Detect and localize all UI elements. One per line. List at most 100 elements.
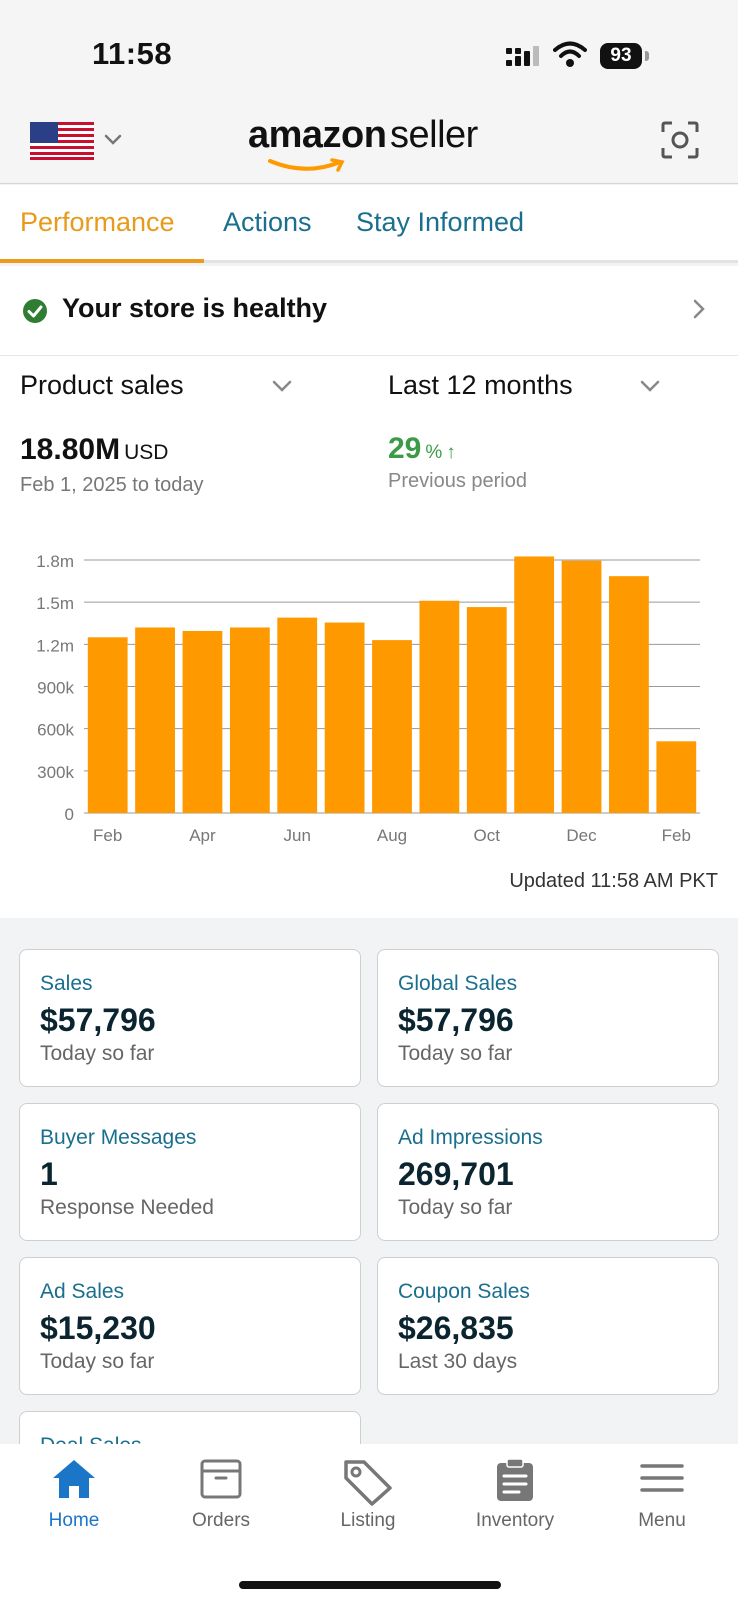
tab-performance[interactable]: Performance — [20, 207, 175, 237]
chart-bar — [229, 627, 270, 813]
nav-inventory[interactable]: Inventory — [441, 1444, 589, 1554]
sales-change-label: Previous period — [388, 470, 527, 492]
tab-actions[interactable]: Actions — [223, 207, 312, 237]
sales-total-value: 18.80M — [20, 433, 121, 466]
store-health-row[interactable]: Your store is healthy — [0, 266, 738, 356]
tile-subtitle: Last 30 days — [398, 1350, 518, 1373]
nav-listing[interactable]: Listing — [294, 1444, 442, 1554]
sales-change-value: 29 — [388, 432, 422, 465]
nav-label: Orders — [191, 1510, 251, 1531]
chart-bar — [419, 600, 460, 813]
tile-subtitle: Response Needed — [40, 1196, 214, 1219]
tile-title: Global Sales — [398, 972, 518, 995]
y-tick-label: 900k — [37, 679, 74, 698]
x-tick-label: Feb — [93, 826, 122, 845]
y-tick-label: 1.2m — [36, 636, 74, 655]
nav-orders[interactable]: Orders — [147, 1444, 295, 1554]
chart-bar — [324, 622, 365, 813]
x-tick-label: Feb — [662, 826, 691, 845]
x-tick-label: Dec — [566, 826, 597, 845]
tile-global-sales[interactable]: Global Sales $57,796 Today so far — [377, 949, 719, 1087]
y-tick-label: 1.8m — [36, 552, 74, 571]
chevron-down-icon[interactable] — [640, 380, 660, 392]
chevron-right-icon — [693, 299, 705, 319]
tile-subtitle: Today so far — [40, 1042, 155, 1065]
sales-change: 29% ↑ — [388, 432, 456, 466]
home-icon — [53, 1460, 95, 1498]
sales-currency: USD — [124, 441, 169, 464]
tile-buyer-messages[interactable]: Buyer Messages 1 Response Needed — [19, 1103, 361, 1241]
home-indicator — [239, 1581, 501, 1589]
nav-label: Inventory — [475, 1510, 555, 1531]
logo-seller-text: seller — [390, 114, 478, 156]
tile-value: 1 — [40, 1156, 58, 1192]
tile-ad-sales[interactable]: Ad Sales $15,230 Today so far — [19, 1257, 361, 1395]
tile-subtitle: Today so far — [398, 1042, 513, 1065]
period-dropdown[interactable]: Last 12 months — [388, 370, 573, 400]
y-tick-label: 0 — [65, 805, 74, 824]
amazon-smile-icon — [268, 158, 345, 172]
battery-tip — [645, 51, 649, 61]
us-flag-icon[interactable] — [30, 122, 94, 160]
sales-bar-chart: 0 300k 600k 900k 1.2m 1.5m 1.8m Feb Apr Jun Aug Oct… — [36, 552, 700, 845]
tile-subtitle: Today so far — [40, 1350, 155, 1373]
x-tick-label: Oct — [474, 826, 501, 845]
metric-dropdown[interactable]: Product sales — [20, 370, 184, 400]
x-tick-label: Apr — [189, 826, 216, 845]
box-icon — [200, 1459, 242, 1499]
chart-bar — [514, 556, 555, 813]
tile-title: Ad Impressions — [398, 1126, 543, 1149]
arrow-up-icon: ↑ — [446, 442, 456, 463]
sales-total: 18.80M USD — [20, 433, 168, 467]
menu-icon — [640, 1464, 684, 1492]
nav-menu[interactable]: Menu — [588, 1444, 736, 1554]
y-tick-label: 600k — [37, 721, 74, 740]
percent-symbol: % — [425, 442, 443, 463]
chart-bar — [277, 617, 318, 813]
signal-icon — [506, 46, 539, 66]
logo-amazon-text: amazon — [248, 114, 387, 156]
chart-bar — [372, 640, 412, 813]
updated-timestamp: Updated 11:58 AM PKT — [509, 870, 718, 892]
check-circle-icon — [23, 299, 47, 323]
tile-title: Sales — [40, 972, 93, 995]
chart-bar — [87, 637, 128, 813]
status-bar: 11:58 93 — [0, 0, 738, 100]
status-time: 11:58 — [92, 36, 173, 71]
clipboard-icon — [497, 1458, 533, 1501]
nav-home[interactable]: Home — [0, 1444, 148, 1554]
active-tab-indicator — [0, 259, 204, 263]
camera-scan-icon[interactable] — [660, 120, 700, 160]
nav-label: Menu — [638, 1510, 686, 1531]
battery-indicator: 93 — [600, 43, 642, 69]
nav-label: Home — [48, 1510, 100, 1531]
sales-date-range: Feb 1, 2025 to today — [20, 474, 204, 496]
tile-value: $57,796 — [40, 1002, 156, 1038]
bottom-nav: Home Orders Listing Inventory Menu — [0, 1444, 738, 1600]
chart-bar — [656, 741, 697, 813]
sales-panel: Product sales Last 12 months 18.80M USD F… — [0, 356, 738, 918]
chart-bar — [182, 630, 223, 813]
chart-bar — [609, 576, 649, 813]
tag-icon — [344, 1460, 392, 1506]
tile-value: $26,835 — [398, 1310, 514, 1346]
chevron-down-icon[interactable] — [272, 380, 292, 392]
x-tick-label: Jun — [284, 826, 311, 845]
tab-stay-informed[interactable]: Stay Informed — [356, 207, 525, 237]
tab-bar: Performance Actions Stay Informed — [0, 185, 738, 263]
store-health-text: Your store is healthy — [62, 293, 328, 323]
amazon-seller-logo: amazon seller — [248, 114, 498, 172]
x-tick-label: Aug — [377, 826, 407, 845]
tile-sales[interactable]: Sales $57,796 Today so far — [19, 949, 361, 1087]
tile-ad-impressions[interactable]: Ad Impressions 269,701 Today so far — [377, 1103, 719, 1241]
y-tick-label: 1.5m — [36, 594, 74, 613]
tile-title: Ad Sales — [40, 1280, 125, 1303]
nav-label: Listing — [340, 1510, 396, 1531]
chevron-down-icon[interactable] — [104, 134, 122, 146]
chart-bar — [135, 627, 175, 813]
app-header: amazon seller — [0, 100, 738, 184]
tile-coupon-sales[interactable]: Coupon Sales $26,835 Last 30 days — [377, 1257, 719, 1395]
chart-bar — [561, 560, 602, 813]
tile-value: $15,230 — [40, 1310, 156, 1346]
tile-title: Buyer Messages — [40, 1126, 197, 1149]
